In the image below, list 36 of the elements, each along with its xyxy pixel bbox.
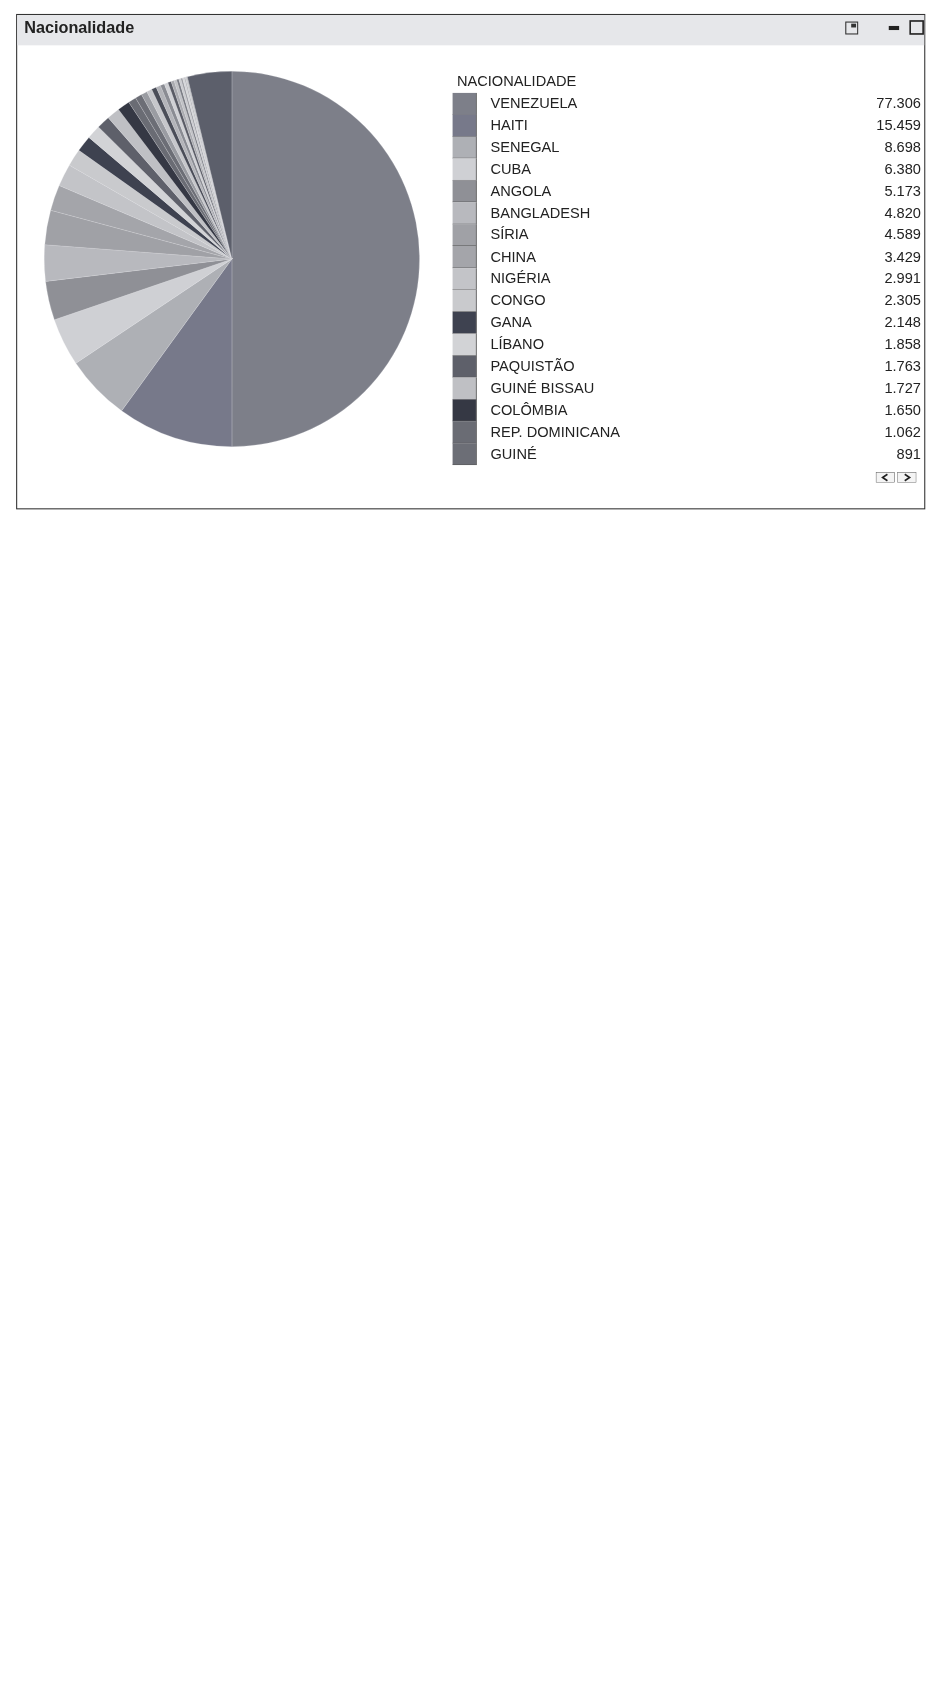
legend-label: REP. DOMINICANA (490, 423, 621, 441)
data-label: 891 (896, 445, 921, 463)
legend-label: GUINÉ (490, 445, 537, 463)
data-label: 1.650 (884, 401, 921, 419)
legend-label: BANGLADESH (490, 204, 591, 222)
legend-label: COLÔMBIA (490, 401, 568, 419)
legend-label: CHINA (490, 248, 536, 266)
data-label: 2.148 (884, 314, 921, 332)
data-label: 77.306 (876, 95, 921, 112)
legend-label: CUBA (490, 160, 532, 178)
data-label: 1.763 (884, 358, 921, 375)
data-label: 5.173 (884, 182, 921, 200)
legend-label: VENEZUELA (490, 95, 578, 112)
data-label: 2.305 (884, 292, 921, 310)
data-label: 6.380 (884, 160, 921, 178)
legend-label: GUINÉ BISSAU (490, 379, 595, 397)
legend-label: NIGÉRIA (490, 270, 551, 288)
data-label: 3.429 (884, 248, 921, 266)
legend-title: NACIONALIDADE (455, 72, 578, 92)
legend-label: ANGOLA (490, 182, 552, 200)
legend-label: SENEGAL (490, 139, 560, 156)
legend-label: GANA (490, 314, 532, 332)
data-label: 8.698 (884, 139, 921, 156)
data-label: 4.589 (884, 226, 921, 244)
chart-title: Nacionalidade (24, 18, 135, 38)
data-label: 1.858 (884, 336, 921, 353)
legend-label: CONGO (490, 292, 546, 310)
data-label: 1.062 (884, 423, 921, 441)
data-label: 4.820 (884, 204, 921, 222)
legend-label: HAITI (490, 117, 528, 134)
data-label: 2.991 (884, 270, 921, 288)
legend-label: PAQUISTÃO (490, 358, 575, 375)
legend-label: LÍBANO (490, 336, 545, 353)
data-label: 15.459 (876, 117, 921, 134)
data-label: 1.727 (884, 379, 921, 397)
legend-label: SÍRIA (490, 226, 529, 244)
